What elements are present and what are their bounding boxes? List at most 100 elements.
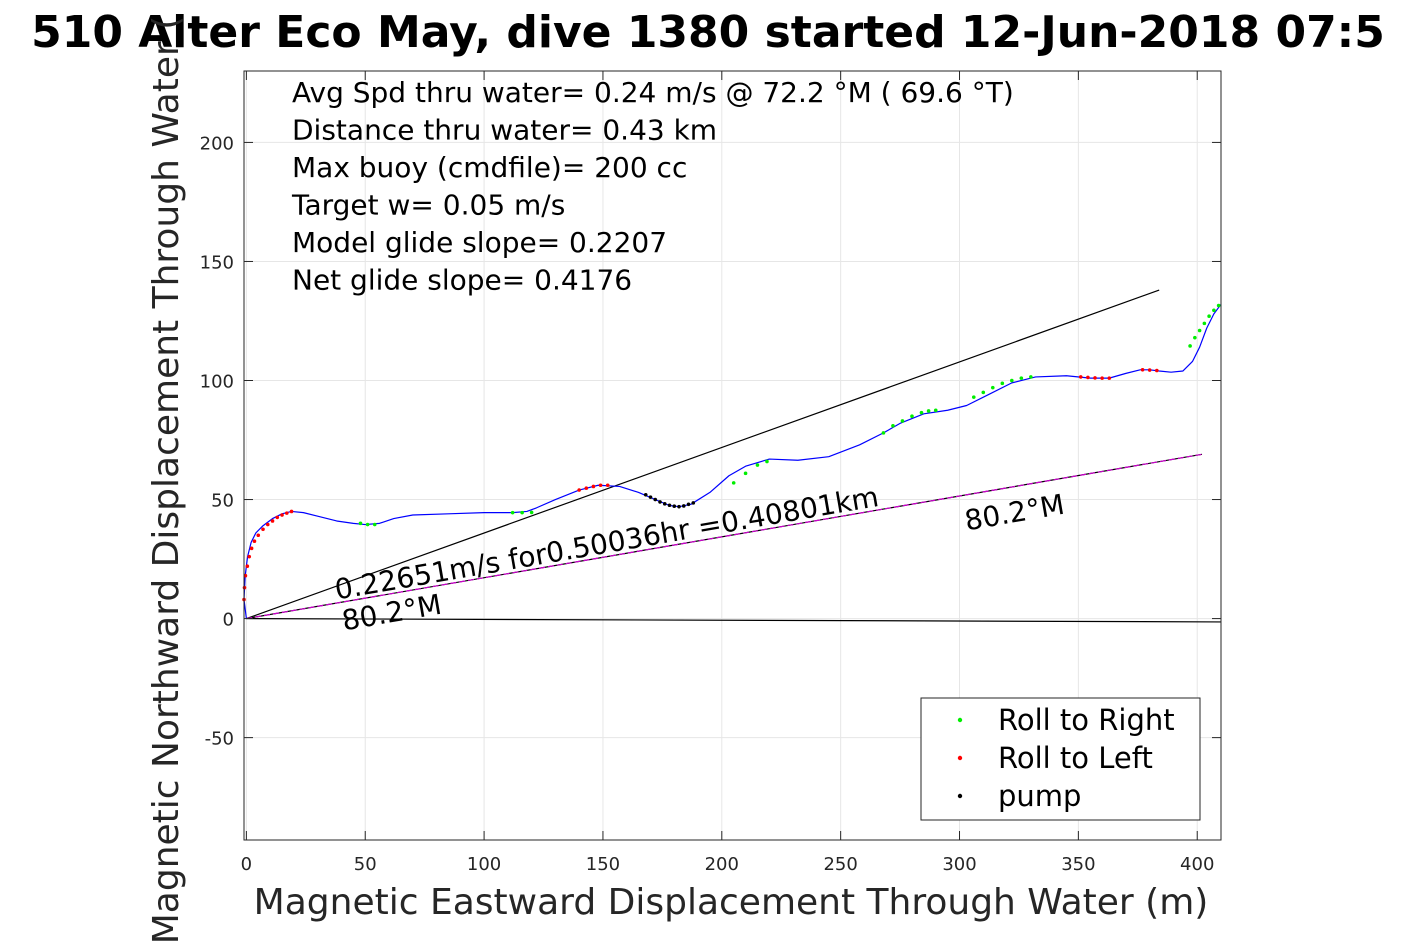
marker-point [275,515,280,520]
marker-point [891,423,895,428]
x-tick-label: 400 [1180,854,1214,875]
marker-point [1147,368,1152,372]
x-tick-label: 150 [586,854,620,875]
y-tick-label: 0 [223,610,234,631]
marker-point [1086,375,1090,380]
marker-point [284,511,289,515]
dive-stats: Avg Spd thru water= 0.24 m/s @ 72.2 °M (… [291,76,1014,297]
marker-point [1100,376,1104,380]
marker-point [1207,314,1211,319]
marker-point [243,573,248,578]
marker-point [926,409,931,413]
legend-label: pump [998,779,1081,813]
marker-point [372,522,377,527]
marker-point [520,510,524,515]
direction-line [246,289,1160,620]
marker-point [1155,368,1159,373]
stat-line: Target w= 0.05 m/s [291,189,565,222]
marker-point [731,481,736,485]
marker-point [1019,376,1024,380]
stat-line: Avg Spd thru water= 0.24 m/s @ 72.2 °M (… [292,76,1014,109]
plot-area [242,70,1222,841]
x-tick-label: 100 [467,854,501,875]
marker-point [605,483,610,488]
marker-point [743,471,748,476]
marker-point [247,554,252,559]
marker-point [1193,335,1197,340]
marker-point [658,500,662,504]
marker-point [981,390,986,395]
marker-point [1010,378,1014,383]
marker-point [270,519,275,523]
y-tick-label: 50 [211,491,234,512]
marker-point [1216,303,1221,308]
marker-point [691,501,696,505]
marker-point [755,463,760,467]
x-axis-ticks: 0 50 100 150 200 250 300 350 400 [241,71,1214,875]
y-tick-label: -50 [205,729,234,750]
stat-line: Distance thru water= 0.43 km [292,114,717,147]
stat-line: Max buoy (cmdfile)= 200 cc [292,151,687,184]
marker-point [358,521,363,526]
y-tick-label: 100 [200,372,234,393]
marker-point [686,502,691,507]
legend-marker [957,793,963,799]
x-axis-label: Magnetic Eastward Displacement Through W… [254,882,1209,923]
marker-point [1078,375,1083,379]
marker-point [577,488,581,492]
marker-point [598,483,603,488]
marker-point [910,414,914,419]
marker-point [591,484,596,489]
marker-point [990,385,995,390]
x-tick-label: 350 [1061,854,1095,875]
legend-box [920,697,1201,821]
x-tick-label: 250 [823,854,857,875]
marker-point [765,459,769,464]
x-tick-label: 200 [705,854,739,875]
marker-point [677,504,681,509]
legend-label: Roll to Right [998,703,1175,737]
marker-point [365,522,370,527]
marker-point [900,419,905,423]
marker-point [933,408,938,413]
marker-point [1188,344,1192,348]
marker-point [529,510,534,515]
y-axis-ticks: -50 0 50 100 150 200 [200,133,1221,750]
marker-point [289,509,294,514]
marker-point [1212,308,1216,313]
marker-point [280,513,284,517]
marker-point [1000,381,1005,386]
marker-point [261,527,265,532]
marker-point [249,546,254,551]
marker-point [919,410,924,415]
marker-point [881,431,886,435]
marker-point [1197,328,1202,333]
legend-marker [957,717,963,723]
plot-frame [243,70,1222,841]
x-tick-label: 300 [942,854,976,875]
y-tick-label: 200 [200,133,234,154]
marker-point [265,522,270,527]
marker-point [584,486,589,490]
marker-point [1140,367,1145,372]
marker-point [1029,375,1033,379]
marker-point [667,503,672,508]
y-tick-label: 150 [200,252,234,273]
marker-point [681,504,686,508]
direction-line [246,453,1203,620]
stat-line: Net glide slope= 0.4176 [292,264,632,297]
marker-point [662,502,667,506]
direction-lines [246,289,1222,623]
marker-point [1093,376,1097,380]
marker-point [643,492,648,497]
x-tick-label: 0 [241,854,252,875]
y-axis-label: Magnetic Northward Displacement Through … [146,16,187,945]
legend-marker [957,755,963,761]
marker-point [653,497,658,502]
marker-point [252,539,257,544]
marker-points [242,303,1221,602]
legend: Roll to Right Roll to Left pump [920,697,1201,821]
marker-point [648,495,653,499]
chart-title: 510 Alter Eco May, dive 1380 started 12-… [31,7,1385,58]
